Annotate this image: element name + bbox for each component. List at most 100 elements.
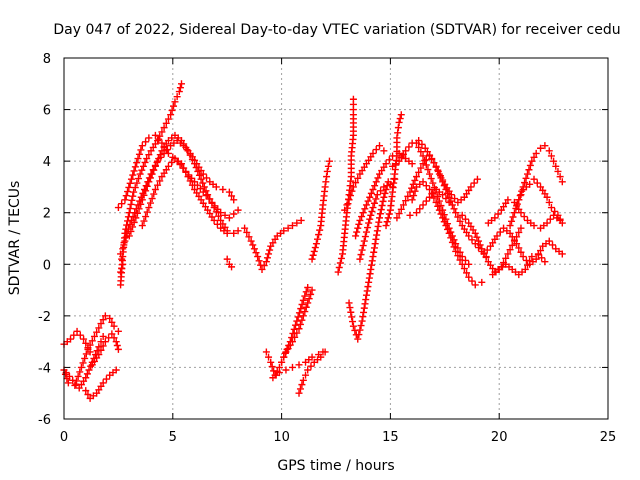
x-tick-label: 25 [600,430,617,445]
marker-sat-29-interp [473,233,481,241]
marker-sat-33-interp [513,200,521,208]
marker-sat-35 [439,191,447,199]
marker-sat-17 [321,348,329,356]
marker-sat-29-interp [476,241,484,249]
marker-sat-07-interp [122,192,130,200]
marker-sat-10-interp [186,177,194,185]
marker-sat-23-interp [374,174,382,182]
marker-sat-21-interp [346,304,354,312]
marker-sat-06-interp [170,102,178,110]
marker-sat-18-interp [314,235,322,243]
marker-sat-10 [138,222,146,230]
marker-sat-04 [99,379,107,387]
marker-sat-06-interp [173,93,181,101]
marker-sat-09-interp [199,179,207,187]
marker-sat-08-interp [122,233,130,241]
marker-sat-21-interp [379,197,387,205]
marker-sat-24 [397,111,405,119]
marker-sat-31 [513,240,521,248]
marker-sat-14-interp [297,305,305,313]
marker-sat-06-interp [168,106,176,114]
marker-sat-07-interp [230,210,238,218]
marker-sat-21-interp [361,300,369,308]
marker-sat-23-interp [361,205,369,213]
x-tick-label: 0 [60,430,68,445]
marker-sat-21-interp [365,278,373,286]
marker-sat-31 [558,250,566,258]
marker-sat-01-interp [82,339,90,347]
marker-sat-13 [262,258,270,266]
marker-sat-21-interp [373,227,381,235]
marker-sat-02 [99,332,107,340]
marker-sat-22-interp [358,246,366,254]
marker-sat-24-interp [383,218,391,226]
marker-sat-23 [369,186,377,194]
marker-sat-26-interp [442,186,450,194]
marker-sat-26-interp [450,205,458,213]
marker-sat-06 [160,124,168,132]
marker-sat-32 [521,265,529,273]
marker-sat-21 [354,335,362,343]
marker-sat-21-interp [368,261,376,269]
marker-sat-27 [478,278,486,286]
marker-sat-07 [234,206,242,214]
marker-sat-10-interp [142,213,150,221]
marker-sat-18 [312,240,320,248]
marker-sat-35 [419,201,427,209]
marker-sat-23-interp [385,156,393,164]
marker-sat-14-interp [268,363,276,371]
marker-sat-09 [145,178,153,186]
marker-sat-28 [458,253,466,261]
marker-sat-07 [121,196,129,204]
marker-sat-29 [517,224,525,232]
marker-sat-04 [112,366,120,374]
marker-sat-13-interp [245,233,253,241]
marker-sat-20 [341,206,349,214]
y-tick-label: 8 [43,52,51,67]
marker-sat-13 [280,227,288,235]
marker-sat-21-interp [370,248,378,256]
marker-sat-34 [541,142,549,150]
marker-sat-07 [145,134,153,142]
marker-sat-03-interp [95,324,103,332]
marker-sat-21-interp [369,253,377,261]
marker-sat-09-interp [129,223,137,231]
marker-sat-10 [210,216,218,224]
marker-sat-16 [299,312,307,320]
marker-sat-09-interp [127,227,135,235]
marker-sat-33 [543,193,551,201]
marker-sat-07 [225,214,233,222]
marker-sat-09-interp [130,218,138,226]
marker-sat-29-interp [508,241,516,249]
marker-sat-08-interp [203,174,211,182]
marker-sat-31-interp [496,228,504,236]
marker-sat-31 [532,255,540,263]
marker-sat-09 [197,175,205,183]
marker-sat-16 [278,358,286,366]
marker-sat-27-interp [463,269,471,277]
marker-sat-33-interp [545,198,553,206]
marker-sat-33 [506,222,514,230]
marker-sat-16 [308,286,316,294]
marker-sat-22-interp [357,251,365,259]
marker-sat-06-interp [135,175,143,183]
marker-sat-18-interp [322,178,330,186]
marker-sat-21-interp [355,331,363,339]
marker-sat-09-interp [156,151,164,159]
marker-sat-31-interp [483,246,491,254]
marker-sat-20-interp [352,179,360,187]
marker-sat-24 [393,134,401,142]
marker-sat-21-interp [359,313,367,321]
marker-sat-03 [84,345,92,353]
marker-sat-22-interp [368,207,376,215]
marker-sat-10-interp [182,168,190,176]
marker-sat-08-interp [120,241,128,249]
marker-sat-10-interp [180,164,188,172]
marker-sat-26 [452,209,460,217]
marker-sat-04-interp [102,375,110,383]
marker-sat-34 [532,149,540,157]
marker-sat-13-interp [293,219,301,227]
marker-sat-05 [112,338,120,346]
marker-sat-04-interp [84,391,92,399]
